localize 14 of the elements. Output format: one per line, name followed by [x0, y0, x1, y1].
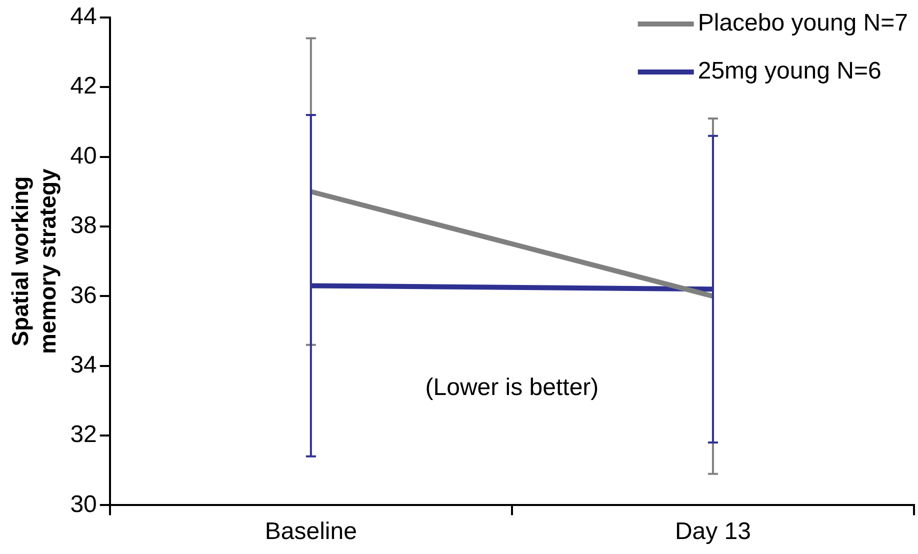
x-tick-label: Baseline — [264, 518, 357, 546]
x-tick-label: Day 13 — [674, 518, 751, 546]
y-tick-label: 30 — [70, 490, 97, 518]
y-tick-label: 36 — [70, 282, 97, 309]
y-tick-label: 38 — [70, 212, 97, 240]
y-tick-label: 44 — [70, 3, 97, 30]
annotation: (Lower is better) — [425, 374, 599, 401]
y-tick-label: 34 — [70, 351, 97, 378]
y-tick-label: 42 — [70, 72, 97, 100]
y-tick-label: 32 — [70, 421, 97, 448]
y-axis-title: Spatial working memory strategy — [7, 168, 61, 354]
y-tick-label: 40 — [70, 142, 97, 170]
legend-label: 25mg young N=6 — [698, 58, 882, 85]
legend-label: Placebo young N=7 — [698, 10, 908, 37]
